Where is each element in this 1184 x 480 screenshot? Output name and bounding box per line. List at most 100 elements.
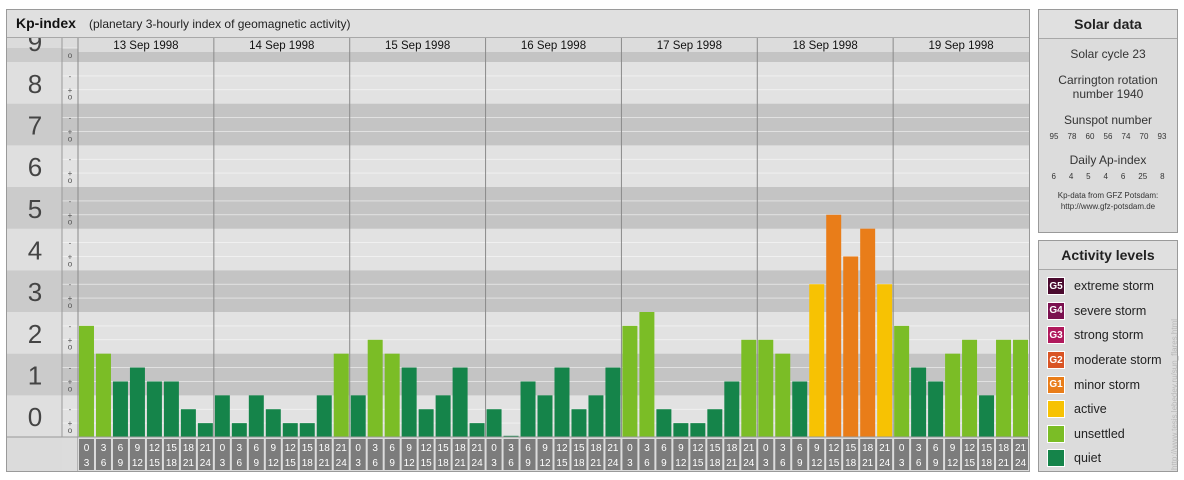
minor-tick-mark: + [68, 294, 73, 303]
kp-bar [894, 325, 910, 437]
hour-label-end: 24 [200, 458, 212, 469]
hour-label-start: 9 [814, 443, 820, 454]
hour-cell [418, 439, 434, 470]
legend-label: unsettled [1074, 426, 1125, 441]
kp-bar [299, 423, 315, 437]
hour-label-end: 15 [964, 458, 976, 469]
hour-cell [316, 439, 332, 470]
kp-bar [792, 381, 808, 437]
legend-swatch: G1 [1047, 375, 1065, 394]
hour-label-end: 24 [336, 458, 348, 469]
hour-label-end: 9 [254, 458, 260, 469]
hour-label-start: 21 [336, 443, 348, 454]
legend-label: minor storm [1074, 377, 1140, 392]
hour-label-end: 24 [743, 458, 755, 469]
kp-bar [843, 256, 859, 437]
chart-header: Kp-index (planetary 3-hourly index of ge… [7, 10, 1029, 38]
hour-cell [197, 439, 213, 470]
kp-bar [452, 367, 468, 437]
hour-cell [248, 439, 264, 470]
day-label: 19 Sep 1998 [928, 40, 993, 52]
kp-bar [435, 395, 451, 437]
hour-cell [928, 439, 944, 470]
hour-label-start: 6 [254, 443, 260, 454]
hour-label-start: 6 [661, 443, 667, 454]
kp-bar [95, 353, 111, 437]
hour-label-end: 6 [101, 458, 107, 469]
hour-label-end: 9 [933, 458, 939, 469]
hour-label-end: 3 [84, 458, 90, 469]
hour-label-start: 15 [981, 443, 993, 454]
minor-tick-mark: o [68, 343, 73, 352]
hour-label-end: 6 [372, 458, 378, 469]
hour-label-end: 18 [438, 458, 450, 469]
hour-cell [809, 439, 825, 470]
legend-item: G4 severe storm [1039, 299, 1177, 324]
y-tick-label: 8 [28, 69, 42, 99]
hour-label-start: 3 [508, 443, 514, 454]
hour-cell [911, 439, 927, 470]
kp-bar [707, 409, 723, 437]
legend-item: G1 minor storm [1039, 372, 1177, 397]
day-label: 14 Sep 1998 [249, 40, 314, 52]
kp-bar [1013, 339, 1028, 437]
solar-data-panel: Solar data Solar cycle 23 Carrington rot… [1038, 9, 1178, 233]
legend-item: G2 moderate storm [1039, 348, 1177, 373]
hour-cell [79, 439, 94, 470]
hour-label-end: 18 [845, 458, 857, 469]
hour-label-end: 3 [355, 458, 361, 469]
hour-cell [384, 439, 400, 470]
hour-label-end: 12 [268, 458, 280, 469]
ap-value: 4 [1103, 172, 1108, 181]
hour-label-start: 0 [899, 443, 905, 454]
hour-label-end: 15 [149, 458, 161, 469]
hour-label-end: 12 [539, 458, 551, 469]
kp-bar [826, 214, 842, 437]
ap-value: 4 [1068, 172, 1074, 181]
minor-tick-mark: + [68, 419, 73, 428]
hour-cell [180, 439, 196, 470]
hour-label-start: 15 [573, 443, 585, 454]
hour-label-start: 6 [933, 443, 939, 454]
hour-label-end: 24 [472, 458, 484, 469]
hour-cell [622, 439, 638, 470]
legend-swatch [1047, 424, 1065, 443]
kp-bar [333, 353, 349, 437]
kp-band [7, 145, 1029, 187]
y-tick-label: 4 [28, 236, 42, 266]
hour-label-end: 15 [692, 458, 704, 469]
hour-cell [775, 439, 791, 470]
hour-cell [979, 439, 995, 470]
hour-label-end: 3 [627, 458, 633, 469]
hour-label-start: 21 [472, 443, 484, 454]
minor-tick-mark: o [68, 259, 73, 268]
kp-bar [79, 325, 94, 437]
hour-cell [656, 439, 672, 470]
kp-bar [996, 339, 1012, 437]
legend-label: extreme storm [1074, 279, 1154, 294]
sunspot-value: 74 [1121, 132, 1131, 141]
hour-cell [486, 439, 502, 470]
minor-tick-mark: o [68, 218, 73, 227]
hour-label-end: 18 [709, 458, 721, 469]
hour-label-start: 6 [389, 443, 395, 454]
hour-label-end: 21 [455, 458, 467, 469]
hour-cell [724, 439, 740, 470]
day-label: 13 Sep 1998 [113, 40, 178, 52]
hour-cell [214, 439, 230, 470]
day-label: 16 Sep 1998 [521, 40, 586, 52]
hour-cell [333, 439, 349, 470]
kp-bar [809, 284, 825, 437]
kp-plot: 0123456789o+-o+-o+-o+-o+-o+-o+-o+-o+-o13… [7, 38, 1029, 471]
kp-bar [146, 381, 162, 437]
hour-cell [537, 439, 553, 470]
day-label: 18 Sep 1998 [793, 40, 858, 52]
hour-label-start: 18 [726, 443, 738, 454]
hour-label-start: 21 [607, 443, 619, 454]
kp-bar [690, 423, 706, 437]
hour-label-start: 0 [84, 443, 90, 454]
hour-cell [741, 439, 757, 470]
hour-label-start: 3 [237, 443, 243, 454]
hour-label-start: 12 [556, 443, 568, 454]
kp-bar [350, 395, 366, 437]
